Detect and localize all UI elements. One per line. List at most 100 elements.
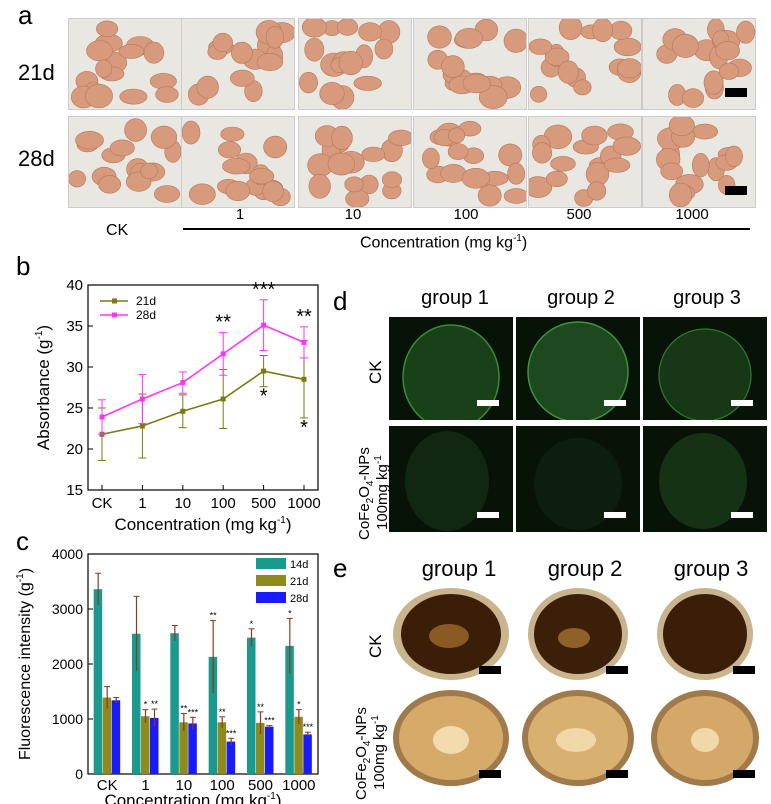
panel-a-photo-r1-c3 bbox=[298, 18, 412, 110]
sig-mark: * bbox=[297, 700, 301, 710]
x-tick-label: 100 bbox=[210, 777, 235, 794]
scale-bar bbox=[604, 512, 626, 518]
scale-bar bbox=[606, 666, 628, 674]
bar-21d bbox=[179, 722, 188, 774]
series-line-21d bbox=[101, 370, 305, 436]
panel-e-np-group2-image bbox=[516, 688, 640, 788]
panel-a-conc-1000: 1000 bbox=[675, 206, 709, 223]
scale-bar bbox=[606, 770, 628, 778]
panel-a-row-28d: 28d bbox=[18, 146, 55, 171]
panel-d-np-group3-image bbox=[643, 426, 767, 532]
panel-e-group-2: group 2 bbox=[547, 556, 623, 581]
bar-21d bbox=[141, 716, 150, 774]
panel-d-np-group2-image bbox=[516, 426, 640, 532]
bar-21d bbox=[256, 722, 265, 774]
sig-mark: * bbox=[260, 386, 268, 408]
panel-a-letter: a bbox=[18, 0, 33, 30]
x-tick-label: CK bbox=[92, 495, 113, 512]
panel-c-frame bbox=[87, 553, 319, 775]
scale-bar bbox=[725, 88, 747, 97]
y-tick-label: 4000 bbox=[52, 546, 83, 562]
sig-mark: ** bbox=[296, 306, 312, 328]
panel-d-ck-group2-image bbox=[516, 317, 640, 420]
y-tick-label: 30 bbox=[66, 359, 83, 376]
x-tick-label: 10 bbox=[175, 777, 192, 794]
panel-d-row-ck-label: CK bbox=[366, 360, 385, 384]
panel-e-ck-group3-image bbox=[643, 586, 767, 684]
panel-d-letter: d bbox=[333, 286, 348, 316]
bar-21d bbox=[102, 697, 112, 774]
data-point bbox=[139, 396, 145, 402]
sig-mark: * bbox=[288, 608, 292, 618]
data-point bbox=[180, 408, 186, 414]
data-point bbox=[220, 351, 226, 357]
bar-14d bbox=[132, 633, 141, 774]
data-point bbox=[220, 396, 226, 402]
legend-swatch bbox=[256, 592, 286, 603]
y-tick-label: 35 bbox=[66, 318, 83, 335]
bar-28d bbox=[111, 700, 121, 774]
sig-mark: *** bbox=[188, 707, 199, 717]
panel-a-photo-r1-c2 bbox=[181, 18, 295, 110]
x-tick-label: 10 bbox=[174, 495, 191, 512]
scale-bar bbox=[731, 400, 753, 406]
panel-c-letter: c bbox=[16, 530, 29, 556]
sig-mark: ** bbox=[257, 702, 265, 712]
y-tick-label: 2000 bbox=[52, 656, 83, 672]
x-tick-label: 1 bbox=[141, 777, 149, 794]
legend-label: 21d bbox=[290, 576, 308, 588]
panel-e-group-1: group 1 bbox=[421, 556, 497, 581]
scale-bar bbox=[733, 666, 755, 674]
panel-e-ck-group2-image bbox=[516, 586, 640, 684]
bar-28d bbox=[303, 734, 312, 774]
panel-b-frame bbox=[87, 284, 319, 491]
legend-swatch bbox=[256, 575, 286, 586]
bar-28d bbox=[188, 723, 197, 774]
scale-bar bbox=[477, 400, 499, 406]
panel-d-ck-group3-image bbox=[643, 317, 767, 420]
legend-marker bbox=[112, 312, 117, 318]
bar-28d bbox=[265, 726, 274, 774]
x-tick-label: 100 bbox=[211, 495, 236, 512]
sig-mark: * bbox=[144, 700, 148, 710]
panel-a-photo-r2-c3 bbox=[298, 116, 412, 208]
data-point bbox=[261, 322, 267, 328]
scale-bar bbox=[477, 512, 499, 518]
x-tick-label: 1 bbox=[138, 495, 146, 512]
data-point bbox=[139, 423, 145, 429]
sig-mark: * bbox=[250, 619, 254, 629]
data-point bbox=[99, 414, 105, 420]
panel-d-group-3: group 3 bbox=[673, 287, 741, 309]
y-tick-label: 40 bbox=[66, 277, 83, 294]
x-tick-label: 1000 bbox=[287, 495, 320, 512]
panel-e-np-group1-image bbox=[389, 688, 513, 788]
sig-mark: * bbox=[300, 417, 308, 439]
x-tick-label: CK bbox=[97, 777, 118, 794]
panel-d-group-1: group 1 bbox=[421, 287, 489, 309]
sig-mark: *** bbox=[264, 716, 275, 726]
bar-14d bbox=[93, 589, 103, 774]
data-point bbox=[261, 368, 267, 374]
series-line-28d bbox=[101, 324, 305, 418]
sig-mark: *** bbox=[252, 279, 276, 301]
panel-e-letter: e bbox=[333, 553, 348, 583]
panel-a-row-21d: 21d bbox=[18, 60, 55, 85]
panel-a-photo-r2-c2 bbox=[181, 116, 295, 208]
y-tick-label: 0 bbox=[75, 766, 83, 782]
sig-mark: ** bbox=[180, 704, 188, 714]
bar-14d bbox=[208, 656, 218, 774]
panel-a-conc-10: 10 bbox=[344, 206, 362, 223]
legend-marker bbox=[112, 298, 117, 304]
bar-21d bbox=[217, 722, 227, 774]
sig-mark: ** bbox=[219, 707, 227, 717]
panel-a-photo-r2-c6 bbox=[642, 116, 756, 208]
scale-bar bbox=[733, 770, 755, 778]
panel-d-group-2: group 2 bbox=[547, 287, 615, 309]
bar-14d bbox=[285, 645, 294, 774]
panel-a-axis-label: Concentration (mg kg-1) bbox=[360, 233, 528, 252]
panel-c-ylabel: Fluorescence intensity (g-1) bbox=[15, 568, 34, 760]
panel-e-group-3: group 3 bbox=[673, 556, 749, 581]
panel-a-axis-line bbox=[183, 228, 750, 230]
panel-e-row-ck-label: CK bbox=[366, 634, 385, 658]
